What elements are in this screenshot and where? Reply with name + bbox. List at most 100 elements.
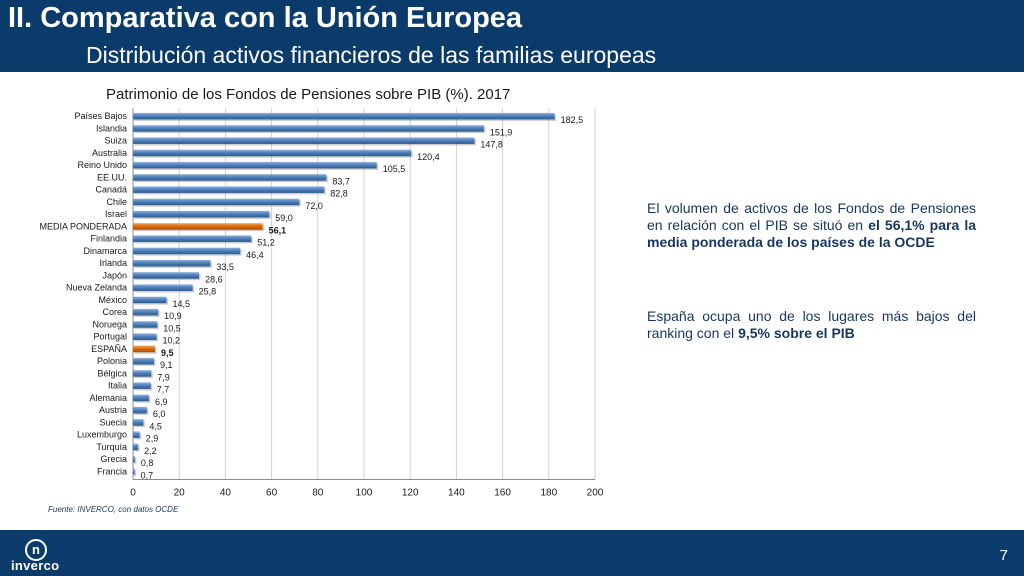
bar xyxy=(133,247,241,255)
value-label: 4,5 xyxy=(149,421,162,431)
source-note: Fuente: INVERCO, con datos OCDE xyxy=(48,505,179,514)
value-label: 56,1 xyxy=(269,225,287,235)
value-label: 14,5 xyxy=(172,299,190,309)
value-label: 7,7 xyxy=(157,385,170,395)
bar xyxy=(133,357,155,365)
category-label: Turquía xyxy=(96,442,127,452)
category-label: Chile xyxy=(106,197,127,207)
x-tick-label: 160 xyxy=(494,488,511,499)
value-label: 82,8 xyxy=(330,189,348,199)
category-label: Israel xyxy=(105,209,127,219)
category-label: Islandia xyxy=(96,123,127,133)
value-label: 72,0 xyxy=(305,201,323,211)
bar xyxy=(133,125,484,132)
category-label: Países Bajos xyxy=(74,111,127,121)
category-label: Grecia xyxy=(100,454,127,464)
comment-ocde: El volumen de activos de los Fondos de P… xyxy=(647,200,976,251)
x-tick-label: 20 xyxy=(174,488,186,499)
category-label: Irlanda xyxy=(99,258,127,268)
bar xyxy=(133,443,139,451)
bar xyxy=(133,308,159,316)
bar xyxy=(133,161,377,169)
header-bar: II. Comparativa con la Unión Europea Dis… xyxy=(0,0,1024,72)
page-title: II. Comparativa con la Unión Europea xyxy=(8,2,523,34)
bar xyxy=(133,210,270,218)
category-label: Finlandia xyxy=(90,234,127,244)
bar xyxy=(133,382,151,389)
value-label: 120,4 xyxy=(417,152,440,162)
value-label: 6,9 xyxy=(155,397,168,407)
category-label: Australia xyxy=(92,148,127,158)
value-label: 51,2 xyxy=(257,238,275,248)
bar xyxy=(133,137,475,144)
chart-title: Patrimonio de los Fondos de Pensiones so… xyxy=(106,86,511,103)
x-tick-label: 140 xyxy=(448,488,465,499)
logo-text: inverco xyxy=(11,558,60,573)
value-label: 10,9 xyxy=(164,311,182,321)
x-tick-label: 200 xyxy=(587,488,604,499)
x-tick-label: 120 xyxy=(402,488,419,499)
category-label: Portugal xyxy=(93,332,127,342)
value-label: 25,8 xyxy=(199,287,217,297)
category-label: MEDIA PONDERADA xyxy=(39,221,127,231)
bar xyxy=(133,296,167,304)
bar xyxy=(133,431,140,438)
bar xyxy=(133,198,300,206)
value-label: 2,2 xyxy=(144,446,157,456)
category-label: Dinamarca xyxy=(83,246,127,256)
bar xyxy=(133,223,263,230)
value-label: 59,0 xyxy=(275,213,293,223)
bar xyxy=(133,345,155,353)
bar xyxy=(133,149,412,157)
comment-spain: España ocupa uno de los lugares más bajo… xyxy=(647,308,976,342)
category-label: Corea xyxy=(102,307,127,317)
value-label: 7,9 xyxy=(157,372,170,382)
bar xyxy=(133,370,152,377)
category-label: Noruega xyxy=(92,319,127,329)
x-tick-label: 60 xyxy=(266,488,278,499)
value-label: 33,5 xyxy=(216,262,234,272)
bar xyxy=(133,272,200,279)
category-label: Reino Unido xyxy=(77,160,127,170)
bar xyxy=(133,235,252,242)
category-label: Italia xyxy=(108,381,127,391)
bar xyxy=(133,394,149,402)
bar xyxy=(133,174,327,181)
bar xyxy=(133,321,158,328)
comment-ocde-text: El volumen de activos de los Fondos de P… xyxy=(647,200,976,233)
value-label: 9,1 xyxy=(160,360,173,370)
comment-spain-text: España ocupa uno de los lugares más bajo… xyxy=(647,308,976,341)
bar-chart: Países Bajos 182,5 Islandia 151,9 Suiza 147,8… xyxy=(39,108,604,499)
bar xyxy=(133,455,135,463)
comment-ocde-bold: el 56,1% para la media ponderada de los … xyxy=(647,217,976,250)
value-label: 0,8 xyxy=(141,458,154,468)
bar xyxy=(133,406,147,414)
bar xyxy=(133,259,211,267)
category-label: Francia xyxy=(97,466,127,476)
x-tick-label: 180 xyxy=(540,488,557,499)
category-label: Nueva Zelanda xyxy=(66,283,127,293)
value-label: 46,4 xyxy=(246,250,264,260)
value-label: 182,5 xyxy=(561,115,584,125)
category-label: Japón xyxy=(102,270,127,280)
page-subtitle: Distribución activos financieros de las … xyxy=(86,42,657,68)
footer-bar: n inverco 7 xyxy=(0,530,1024,576)
value-label: 10,2 xyxy=(163,336,181,346)
category-label: Austria xyxy=(99,405,127,415)
category-label: Alemania xyxy=(89,393,127,403)
bar-shadow xyxy=(134,469,137,477)
bar xyxy=(133,419,144,426)
inverco-logo-icon: n xyxy=(25,539,47,561)
category-label: Bélgica xyxy=(97,368,127,378)
category-label: Luxemburgo xyxy=(77,430,127,440)
x-tick-label: 80 xyxy=(312,488,324,499)
category-label: Suecia xyxy=(99,417,127,427)
bar xyxy=(133,112,555,120)
value-label: 9,5 xyxy=(161,348,174,358)
bar xyxy=(133,284,193,291)
bar xyxy=(133,186,325,193)
x-tick-label: 40 xyxy=(220,488,232,499)
category-label: Canadá xyxy=(95,185,127,195)
value-label: 151,9 xyxy=(490,127,513,137)
bar xyxy=(133,333,157,340)
